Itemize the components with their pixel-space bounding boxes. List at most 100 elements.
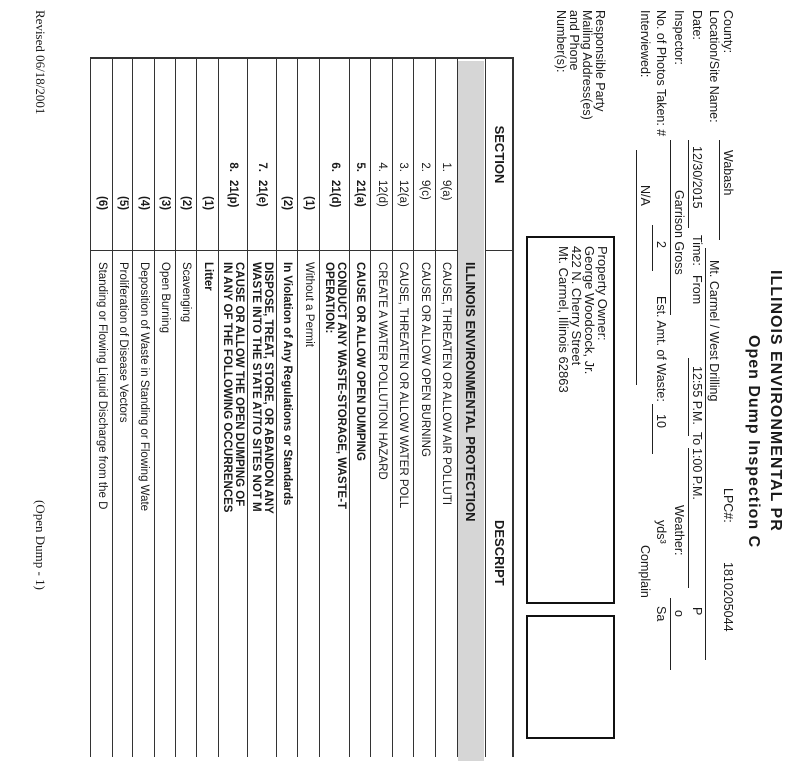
from-label: From [690, 275, 704, 305]
row-description: CAUSE OR ALLOW OPEN DUMPING [354, 262, 367, 461]
lpc-value: 1810205044 [721, 562, 735, 632]
column-divider [155, 250, 176, 251]
inspector-label: Inspector: [672, 10, 686, 65]
lpc-label: LPC#: [721, 488, 735, 523]
owner-name: George Woodcock, Jr. [582, 246, 597, 375]
row-divider [276, 57, 277, 757]
row-description: CONDUCT ANY WASTE-STORAGE, WASTE-T [335, 262, 347, 510]
row-divider [218, 57, 219, 757]
row-subsection: (3) [159, 196, 172, 211]
column-divider [414, 250, 436, 251]
second-box [526, 615, 615, 739]
location-label: Location/Site Name: [707, 10, 721, 123]
row-divider [90, 57, 91, 757]
row-subsection: (2) [281, 196, 294, 211]
row-description: Proliferation of Disease Vectors [117, 262, 129, 423]
row-number: 6. [329, 162, 341, 172]
row-divider [370, 57, 371, 757]
time-from-value: 12:55 P.M. [688, 358, 705, 436]
column-divider [176, 250, 197, 251]
column-divider [277, 250, 298, 251]
description-header: DESCRIPT [492, 520, 507, 586]
time-to-value: 1:00 P.M. [688, 448, 705, 588]
row-number: 3. [397, 162, 410, 172]
inspector-value: Garrison Gross [670, 140, 687, 315]
row-divider [349, 57, 350, 757]
time-label: Time: [690, 235, 704, 266]
photos-label: No. of Photos Taken: # [654, 10, 668, 137]
responsible-label-2: Mailing Address(es) [580, 10, 594, 120]
waste-label: Est. Amt. of Waste: [654, 296, 668, 402]
weather-label: Weather: [672, 505, 686, 556]
row-number: 2. [419, 162, 431, 172]
form-title: ILLINOIS ENVIRONMENTAL PR [767, 270, 784, 532]
owner-street: 422 N. Cherry Street [569, 246, 584, 366]
row-divider [112, 57, 113, 757]
act-title: ILLINOIS ENVIRONMENTAL PROTECTION [463, 262, 478, 522]
column-divider [436, 250, 457, 251]
column-divider [133, 250, 155, 251]
row-description: In Violation of Any Regulations or Stand… [281, 262, 294, 506]
row-divider [319, 57, 320, 757]
row-description: CAUSE, THREATEN OR ALLOW WATER POLL [397, 262, 410, 509]
photos-value: 2 [652, 225, 669, 271]
row-description: CREATE A WATER POLLUTION HAZARD [376, 262, 388, 480]
row-subsection: (1) [202, 196, 214, 211]
row-divider [413, 57, 414, 757]
form-subtitle: Open Dump Inspection C [745, 335, 762, 549]
column-divider [320, 250, 350, 251]
row-subsection: (2) [180, 196, 193, 211]
row-divider [435, 57, 436, 757]
row-number: 7. [256, 162, 269, 172]
row-section-code: 21(d) [329, 180, 341, 208]
column-divider [393, 250, 414, 251]
column-divider [248, 250, 277, 251]
interviewed-value: N/A [636, 150, 653, 385]
act-title-bar: ILLINOIS ENVIRONMENTAL PROTECTION [458, 61, 484, 761]
act-title-bottom-line [457, 57, 458, 757]
row-number: 5. [354, 162, 367, 172]
row-description: Scavenging [180, 262, 193, 323]
row-section-code: 9(c) [419, 180, 431, 200]
responsible-label-4: Number(s): [554, 10, 568, 73]
row-description: Litter [202, 262, 214, 291]
row-divider [175, 57, 176, 757]
county-value: Wabash [719, 140, 736, 240]
row-divider [196, 57, 197, 757]
row-subsection: (5) [117, 196, 129, 211]
waste-unit: yds³ [654, 520, 668, 544]
county-label: County: [721, 10, 735, 54]
row-divider [392, 57, 393, 757]
row-divider [132, 57, 133, 757]
property-owner-box: Property Owner: George Woodcock, Jr. 422… [526, 236, 615, 604]
section-header: SECTION [492, 125, 507, 184]
page-label: (Open Dump - 1) [33, 500, 48, 590]
waste-value: 10 [652, 404, 669, 454]
row-divider [154, 57, 155, 757]
responsible-label-3: and Phone [567, 10, 581, 71]
row-subsection: (1) [303, 196, 315, 211]
row-description: DISPOSE, TREAT, STORE, OR ABANDON ANY [262, 262, 275, 514]
header-bottom-line [485, 57, 486, 757]
column-divider [113, 250, 133, 251]
row-description: Without a Permit [303, 262, 315, 347]
column-divider [350, 250, 371, 251]
row-divider [297, 57, 298, 757]
row-description: WASTE INTO THE STATE AT/TO SITES NOT M [250, 262, 263, 512]
interviewed-label: Interviewed: [638, 10, 652, 78]
row-section-code: 21(e) [256, 180, 269, 207]
row-number: 8. [227, 162, 240, 172]
row-section-code: 12(a) [397, 180, 410, 207]
row-description: Standing or Flowing Liquid Discharge fro… [96, 262, 108, 510]
row-section-code: 21(p) [227, 180, 240, 208]
header-divider [486, 250, 514, 251]
table-top-border [512, 57, 514, 757]
owner-city: Mt. Carmel, Illinois 62863 [556, 246, 571, 393]
row-divider [247, 57, 248, 757]
row-number: 1. [440, 162, 453, 172]
row-description: CAUSE OR ALLOW OPEN BURNING [419, 262, 431, 457]
row-description: OPERATION: [323, 262, 335, 334]
inspection-form-page: ILLINOIS ENVIRONMENTAL PR Open Dump Insp… [33, 10, 784, 761]
weather-value: o [670, 598, 687, 670]
revised-date: Revised 06/18/2001 [33, 10, 48, 115]
